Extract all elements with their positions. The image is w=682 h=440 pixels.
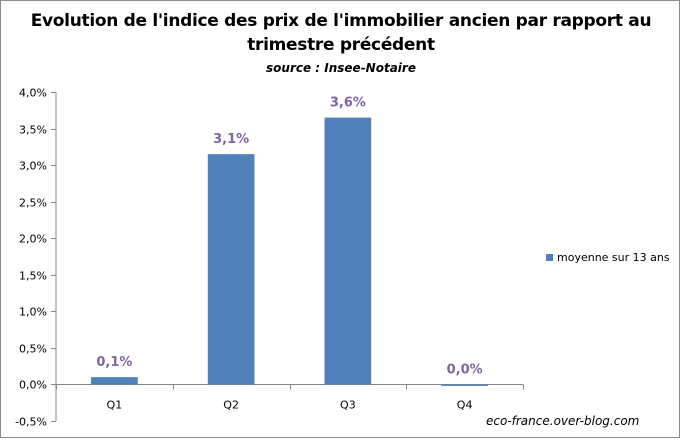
data-label: 3,1%: [213, 132, 249, 147]
y-tick-label: 4,0%: [19, 87, 47, 100]
data-label: 0,0%: [447, 362, 483, 377]
bar-q1: [91, 377, 138, 385]
bar-q3: [324, 117, 372, 385]
watermark: eco-france.over-blog.com: [486, 414, 640, 428]
x-tick-label: Q2: [223, 399, 239, 412]
chart-title-line-1: Evolution de l'indice des prix de l'immo…: [30, 11, 652, 31]
y-tick-label: 2,0%: [19, 233, 47, 246]
x-tick-label: Q3: [340, 399, 356, 412]
y-tick-label: 0,5%: [19, 343, 47, 356]
bar-q4: [441, 384, 488, 386]
data-label: 3,6%: [330, 96, 366, 111]
y-tick-label: 2,5%: [19, 197, 47, 210]
y-tick-label: 0,0%: [19, 379, 47, 392]
data-label: 0,1%: [96, 355, 132, 370]
legend: moyenne sur 13 ans: [546, 251, 670, 264]
y-tick-label: -0,5%: [15, 416, 47, 429]
y-tick-label: 1,0%: [19, 306, 47, 319]
chart-subtitle: source : Insee-Notaire: [266, 61, 416, 75]
legend-swatch: [546, 254, 553, 261]
legend-label: moyenne sur 13 ans: [557, 251, 670, 264]
x-tick-label: Q4: [457, 399, 473, 412]
x-tick-label: Q1: [107, 399, 123, 412]
bar-q2: [207, 154, 255, 385]
y-tick-label: 1,5%: [19, 270, 47, 283]
y-tick-label: 3,5%: [19, 124, 47, 137]
chart-title-line-2: trimestre précédent: [247, 35, 435, 55]
y-tick-label: 3,0%: [19, 160, 47, 173]
